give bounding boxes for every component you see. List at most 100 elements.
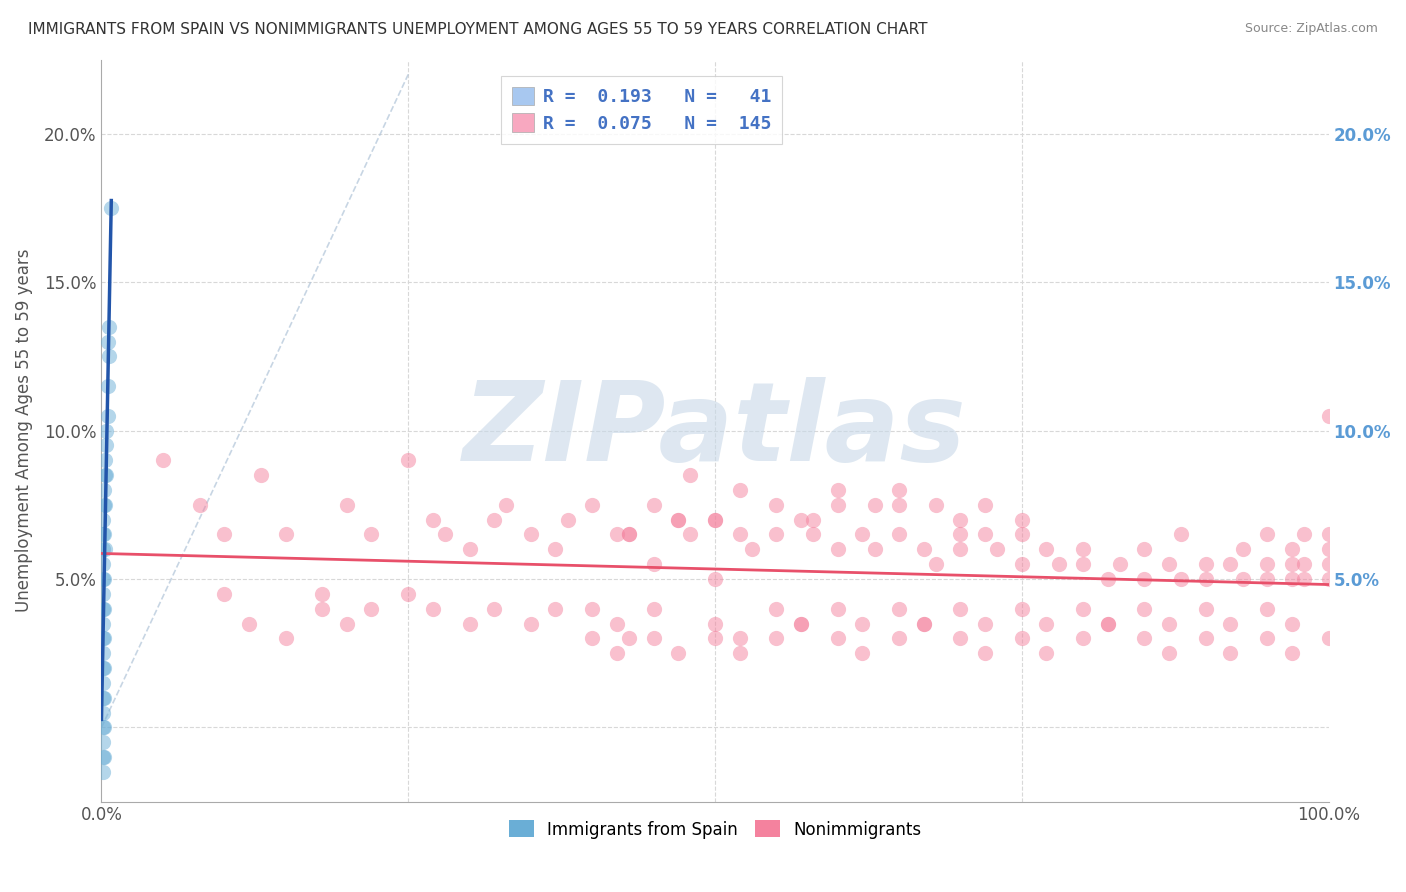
Point — [1071, 542, 1094, 557]
Point — [887, 601, 910, 615]
Point — [91, 720, 114, 734]
Point — [1195, 557, 1218, 571]
Point — [887, 632, 910, 646]
Point — [422, 601, 444, 615]
Point — [311, 601, 333, 615]
Point — [949, 601, 972, 615]
Point — [617, 632, 640, 646]
Point — [1047, 557, 1070, 571]
Point — [91, 616, 114, 631]
Point — [422, 513, 444, 527]
Point — [91, 735, 114, 749]
Point — [238, 616, 260, 631]
Point — [91, 587, 114, 601]
Point — [949, 542, 972, 557]
Point — [643, 557, 665, 571]
Point — [1157, 616, 1180, 631]
Point — [274, 527, 297, 541]
Point — [1170, 572, 1192, 586]
Point — [1256, 601, 1278, 615]
Point — [643, 632, 665, 646]
Point — [581, 498, 603, 512]
Point — [94, 453, 117, 467]
Point — [434, 527, 457, 541]
Point — [1195, 632, 1218, 646]
Point — [91, 764, 114, 779]
Point — [1292, 557, 1315, 571]
Point — [93, 572, 115, 586]
Point — [91, 557, 114, 571]
Point — [93, 498, 115, 512]
Point — [606, 646, 628, 660]
Point — [912, 616, 935, 631]
Point — [827, 632, 849, 646]
Point — [1035, 616, 1057, 631]
Point — [912, 616, 935, 631]
Point — [495, 498, 517, 512]
Point — [1232, 572, 1254, 586]
Point — [482, 601, 505, 615]
Point — [728, 632, 751, 646]
Point — [93, 527, 115, 541]
Point — [1317, 409, 1340, 423]
Legend: Immigrants from Spain, Nonimmigrants: Immigrants from Spain, Nonimmigrants — [502, 814, 928, 846]
Point — [1011, 557, 1033, 571]
Point — [887, 498, 910, 512]
Point — [212, 527, 235, 541]
Point — [887, 527, 910, 541]
Point — [1256, 527, 1278, 541]
Point — [728, 483, 751, 497]
Point — [1133, 542, 1156, 557]
Text: IMMIGRANTS FROM SPAIN VS NONIMMIGRANTS UNEMPLOYMENT AMONG AGES 55 TO 59 YEARS CO: IMMIGRANTS FROM SPAIN VS NONIMMIGRANTS U… — [28, 22, 928, 37]
Point — [336, 616, 359, 631]
Point — [679, 468, 702, 483]
Point — [1281, 616, 1303, 631]
Point — [1256, 632, 1278, 646]
Point — [887, 483, 910, 497]
Point — [949, 513, 972, 527]
Point — [704, 513, 727, 527]
Point — [704, 632, 727, 646]
Point — [1011, 527, 1033, 541]
Point — [458, 616, 481, 631]
Point — [949, 632, 972, 646]
Point — [91, 542, 114, 557]
Point — [91, 750, 114, 764]
Point — [94, 542, 117, 557]
Point — [617, 527, 640, 541]
Point — [458, 542, 481, 557]
Point — [91, 676, 114, 690]
Point — [1157, 646, 1180, 660]
Point — [96, 438, 118, 452]
Point — [93, 632, 115, 646]
Point — [93, 750, 115, 764]
Point — [96, 424, 118, 438]
Point — [360, 527, 382, 541]
Point — [1011, 632, 1033, 646]
Point — [765, 601, 787, 615]
Point — [643, 601, 665, 615]
Point — [974, 498, 997, 512]
Point — [1292, 527, 1315, 541]
Point — [152, 453, 174, 467]
Point — [1292, 572, 1315, 586]
Point — [1157, 557, 1180, 571]
Point — [520, 616, 543, 631]
Point — [557, 513, 579, 527]
Point — [1035, 646, 1057, 660]
Point — [974, 646, 997, 660]
Point — [827, 601, 849, 615]
Point — [94, 468, 117, 483]
Point — [1281, 557, 1303, 571]
Point — [274, 632, 297, 646]
Point — [1219, 557, 1241, 571]
Point — [728, 527, 751, 541]
Point — [666, 646, 689, 660]
Point — [679, 527, 702, 541]
Point — [986, 542, 1008, 557]
Point — [91, 601, 114, 615]
Point — [974, 616, 997, 631]
Point — [606, 616, 628, 631]
Point — [1170, 527, 1192, 541]
Point — [93, 483, 115, 497]
